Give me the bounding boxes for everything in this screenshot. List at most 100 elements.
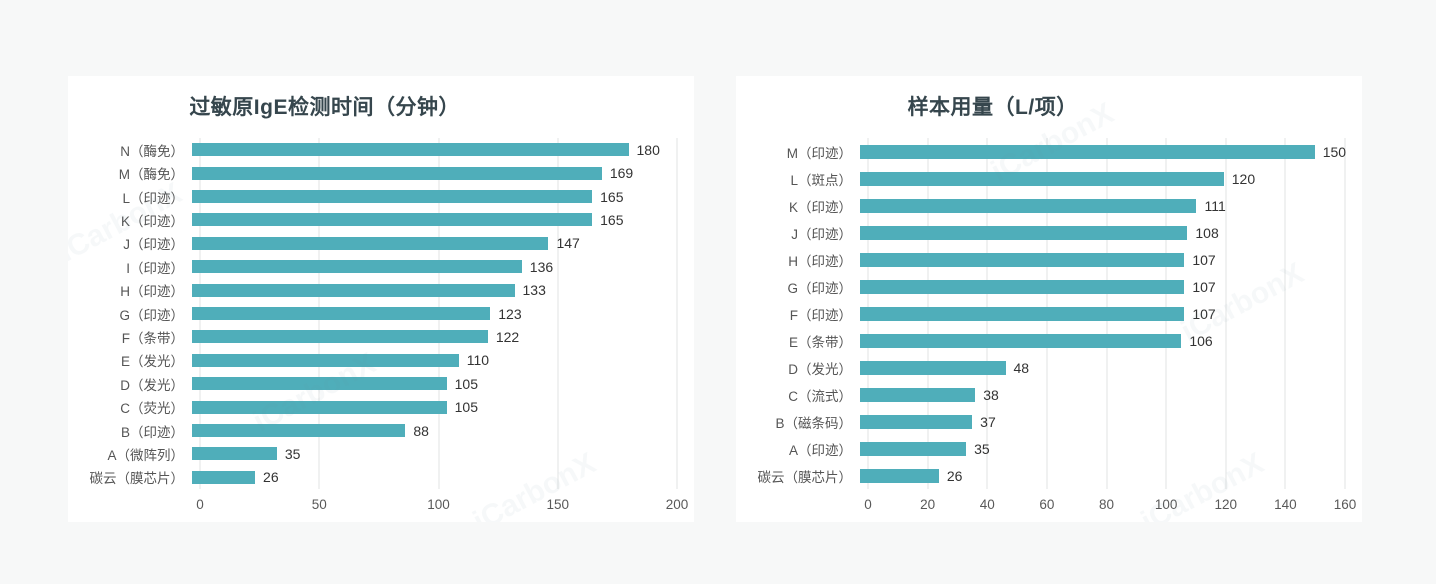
category-label: K（印迹）	[120, 213, 184, 229]
category-label: M（印迹）	[786, 145, 852, 161]
axis-tick-label: 60	[1039, 497, 1055, 512]
bar-track: 110	[192, 349, 677, 372]
bar-row: H（印迹） 107	[736, 246, 1362, 273]
category-label: J（印迹）	[791, 226, 852, 242]
bar[interactable]	[860, 468, 939, 483]
category-label: 碳云（膜芯片）	[757, 469, 853, 485]
value-label: 122	[495, 328, 520, 345]
bar-track: 169	[192, 161, 677, 184]
value-label: 165	[600, 188, 624, 205]
bar[interactable]	[860, 441, 967, 456]
bar-row: H（印迹） 133	[68, 278, 694, 301]
axis-tick-label: 100	[1154, 497, 1178, 512]
category-label: D（发光）	[788, 361, 852, 377]
bar[interactable]	[860, 225, 1188, 240]
bar-row: N（酶免） 180	[68, 138, 694, 161]
bar[interactable]	[860, 360, 1006, 375]
bar[interactable]	[192, 166, 602, 180]
axis-tick-label: 50	[311, 497, 327, 512]
bar[interactable]	[192, 470, 256, 484]
bar[interactable]	[192, 330, 488, 344]
category-label: J（印迹）	[123, 237, 184, 253]
bar[interactable]	[860, 144, 1315, 159]
bar[interactable]	[192, 353, 459, 367]
category-label: H（印迹）	[788, 253, 852, 269]
bar[interactable]	[192, 190, 593, 204]
bar[interactable]	[192, 260, 522, 274]
bar-row: D（发光） 105	[68, 372, 694, 395]
category-label: 碳云（膜芯片）	[89, 471, 185, 487]
value-label: 133	[522, 282, 546, 299]
category-label: H（印迹）	[120, 284, 184, 300]
axis-tick-label: 160	[1333, 497, 1357, 512]
bar-row: I（印迹） 136	[68, 255, 694, 278]
bar-track: 26	[860, 462, 1345, 489]
category-label: G（印迹）	[119, 307, 184, 323]
category-label: F（印迹）	[789, 307, 852, 323]
bar-track: 120	[860, 165, 1345, 192]
value-label: 37	[980, 413, 996, 430]
axis-tick-label: 0	[196, 497, 204, 512]
category-label: A（微阵列）	[107, 447, 184, 463]
value-label: 35	[284, 445, 301, 462]
bar[interactable]	[192, 236, 549, 250]
axis-tick-label: 20	[920, 497, 936, 512]
bar-track: 165	[192, 208, 677, 231]
bar[interactable]	[192, 213, 593, 227]
value-label: 107	[1192, 278, 1216, 295]
gridline	[676, 138, 678, 489]
bar[interactable]	[860, 387, 976, 402]
bar[interactable]	[192, 283, 515, 297]
bar-row: L（印迹） 165	[68, 185, 694, 208]
value-label: 88	[413, 422, 429, 439]
bar[interactable]	[192, 307, 491, 321]
x-axis: 0 50 100 150 200	[196, 489, 688, 519]
value-label: 107	[1192, 251, 1216, 268]
chart-card-detection-time: iCarbonX iCarbonX iCarbonX 过敏原IgE检测时间（分钟…	[68, 76, 694, 522]
axis-tick-label: 0	[864, 497, 872, 512]
bar[interactable]	[192, 143, 629, 157]
bar-row: F（条带） 122	[68, 325, 694, 348]
bar-track: 111	[860, 192, 1345, 219]
bar-row: B（印迹） 88	[68, 419, 694, 442]
bar-row: J（印迹） 108	[736, 219, 1362, 246]
bar[interactable]	[860, 171, 1224, 186]
bar-track: 147	[192, 232, 677, 255]
value-label: 38	[983, 386, 999, 403]
value-label: 106	[1189, 332, 1213, 349]
bar-track: 107	[860, 273, 1345, 300]
category-label: G（印迹）	[787, 280, 852, 296]
category-label: F（条带）	[121, 330, 184, 346]
chart-title: 样本用量（L/项）	[907, 96, 1078, 119]
bar-row: L（斑点） 120	[736, 165, 1362, 192]
bar[interactable]	[192, 424, 406, 438]
axis-tick-label: 120	[1214, 497, 1238, 512]
bar-row: K（印迹） 111	[736, 192, 1362, 219]
value-label: 105	[454, 399, 478, 416]
value-label: 107	[1192, 305, 1216, 322]
bar[interactable]	[860, 414, 973, 429]
bar-row: A（印迹） 35	[736, 435, 1362, 462]
bar[interactable]	[860, 279, 1185, 294]
axis-tick-label: 100	[427, 497, 450, 512]
bar-track: 123	[192, 302, 677, 325]
bar[interactable]	[860, 333, 1182, 348]
bar[interactable]	[192, 447, 277, 461]
bar-row: F（印迹） 107	[736, 300, 1362, 327]
bar-track: 122	[192, 325, 677, 348]
bar-row: G（印迹） 123	[68, 302, 694, 325]
bar-track: 150	[860, 138, 1347, 165]
bar[interactable]	[860, 198, 1197, 213]
value-label: 111	[1204, 197, 1226, 214]
value-label: 150	[1322, 143, 1347, 160]
bar[interactable]	[192, 400, 447, 414]
value-label: 26	[946, 467, 963, 484]
bar-track: 108	[860, 219, 1345, 246]
bar-track: 88	[192, 419, 677, 442]
bar[interactable]	[860, 252, 1185, 267]
gridline	[1225, 138, 1227, 489]
bar-row: 碳云（膜芯片） 26	[736, 462, 1362, 489]
bar[interactable]	[192, 377, 447, 391]
x-axis: 0 20 40 60 80 100 120 140 160	[864, 489, 1356, 519]
bar[interactable]	[860, 306, 1185, 321]
